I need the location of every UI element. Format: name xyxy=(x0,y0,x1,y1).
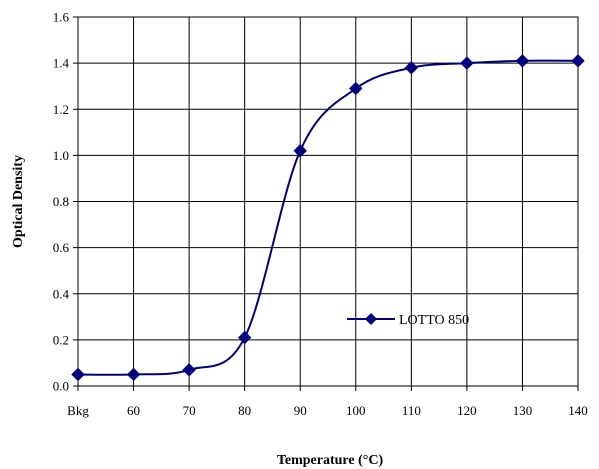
x-tick-label: Bkg xyxy=(67,403,89,418)
data-point xyxy=(515,54,530,68)
y-tick-label: 1.0 xyxy=(53,148,69,163)
x-tick-label: 110 xyxy=(402,403,421,418)
x-axis-title: Temperature (°C) xyxy=(277,453,384,468)
data-point xyxy=(182,363,196,377)
grid-lines xyxy=(77,16,579,387)
data-point xyxy=(293,144,307,158)
x-tick-label: 80 xyxy=(238,403,251,418)
data-point xyxy=(404,61,419,75)
y-tick-label: 0.2 xyxy=(53,332,69,347)
y-tick-label: 0.4 xyxy=(53,286,70,301)
y-tick-label: 1.2 xyxy=(53,102,69,117)
legend-marker xyxy=(365,313,377,325)
data-point xyxy=(237,330,252,345)
y-tick-label: 1.4 xyxy=(53,56,70,71)
data-point xyxy=(71,367,85,382)
data-point xyxy=(126,367,141,382)
data-point xyxy=(571,54,585,68)
x-tick-label: 120 xyxy=(457,403,477,418)
data-point xyxy=(349,81,363,96)
series-line xyxy=(77,59,579,376)
x-tick-label: 140 xyxy=(568,403,588,418)
legend-label: LOTTO 850 xyxy=(399,313,469,328)
series-markers xyxy=(71,54,585,382)
y-tick-label: 0.0 xyxy=(53,379,69,394)
legend: LOTTO 850 xyxy=(347,313,469,328)
x-tick-label: 100 xyxy=(346,403,366,418)
y-axis-ticks: 0.0 0.2 0.4 0.6 0.8 1.0 1.2 1.4 1.6 xyxy=(53,10,78,394)
data-point xyxy=(460,56,474,70)
x-tick-label: 60 xyxy=(127,403,140,418)
x-tick-label: 130 xyxy=(513,403,533,418)
y-tick-label: 0.8 xyxy=(53,194,69,209)
x-tick-label: 70 xyxy=(183,403,196,418)
y-tick-label: 0.6 xyxy=(53,240,70,255)
x-tick-label: 90 xyxy=(294,403,307,418)
x-axis-ticks: Bkg 60 70 80 90 100 110 120 130 140 xyxy=(67,386,588,418)
y-tick-label: 1.6 xyxy=(53,10,70,25)
y-axis-title: Optical Density xyxy=(11,155,26,248)
